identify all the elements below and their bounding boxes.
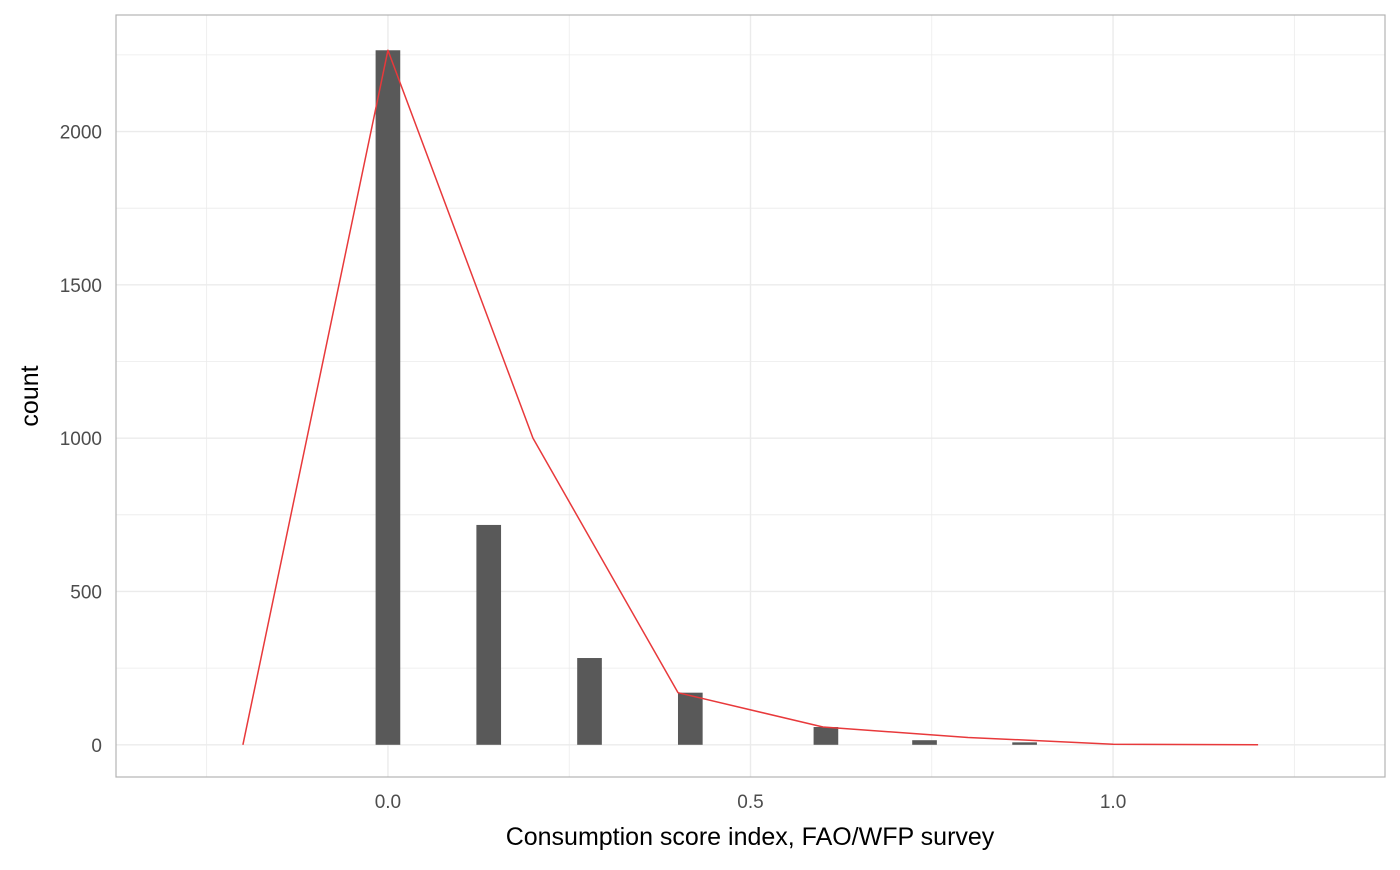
y-tick-label: 500 — [70, 582, 102, 603]
x-tick-label: 0.5 — [737, 792, 763, 813]
panel-border — [115, 14, 1386, 778]
histogram-bar — [677, 692, 703, 745]
histogram-bar — [375, 50, 401, 745]
x-tick-label: 0.0 — [375, 792, 401, 813]
gridlines — [116, 15, 1385, 777]
histogram-bar — [1012, 742, 1037, 745]
x-axis-ticks: 0.0 0.5 1.0 — [375, 792, 1127, 813]
histogram-bar — [912, 740, 937, 745]
x-axis-title: Consumption score index, FAO/WFP survey — [506, 823, 995, 851]
y-tick-label: 0 — [91, 736, 102, 757]
x-tick-label: 1.0 — [1100, 792, 1126, 813]
frequency-polygon — [242, 49, 1259, 746]
histogram-bar — [813, 727, 839, 745]
y-axis-title: count — [16, 365, 44, 426]
y-tick-label: 2000 — [60, 123, 102, 144]
y-axis-ticks: 0 500 1000 1500 2000 — [60, 123, 102, 757]
y-tick-label: 1500 — [60, 276, 102, 297]
histogram-bar — [476, 524, 502, 745]
frequency-polygon-line — [242, 49, 1259, 746]
histogram-bar — [577, 658, 602, 745]
y-tick-label: 1000 — [60, 429, 102, 450]
histogram-bars — [375, 50, 1037, 745]
